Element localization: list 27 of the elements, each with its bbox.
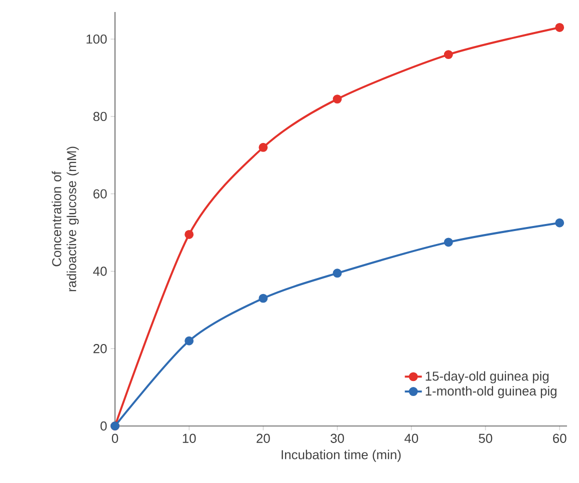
y-tick-label: 60 <box>93 189 107 198</box>
legend-label: 1-month-old guinea pig <box>426 386 556 398</box>
point <box>444 50 453 60</box>
y-axis-title: Concentration of radioactive glucose (mM) <box>52 146 79 292</box>
point <box>444 238 453 247</box>
point <box>258 294 268 303</box>
point <box>332 94 342 104</box>
point <box>332 268 342 278</box>
point <box>184 230 194 239</box>
legend-label: 15-day-old guinea pig <box>426 371 549 384</box>
y-tick-label: 0 <box>100 421 107 431</box>
x-axis-title: Incubation time (min) <box>282 450 401 462</box>
x-tick-label: 10 <box>182 434 196 443</box>
y-tick-label: 20 <box>93 344 107 354</box>
x-tick-label: 60 <box>553 434 566 443</box>
x-tick-label: 30 <box>330 434 344 443</box>
y-tick-label: 40 <box>93 266 107 276</box>
y-tick-label: 80 <box>93 112 107 122</box>
point <box>184 336 194 346</box>
x-tick-label: 0 <box>112 434 118 443</box>
y-tick-label: 100 <box>86 34 107 44</box>
x-tick-label: 40 <box>404 434 418 443</box>
point <box>555 218 564 228</box>
point <box>555 22 564 32</box>
x-tick-label: 20 <box>256 434 270 443</box>
x-tick-label: 50 <box>478 434 492 443</box>
point <box>258 142 268 152</box>
